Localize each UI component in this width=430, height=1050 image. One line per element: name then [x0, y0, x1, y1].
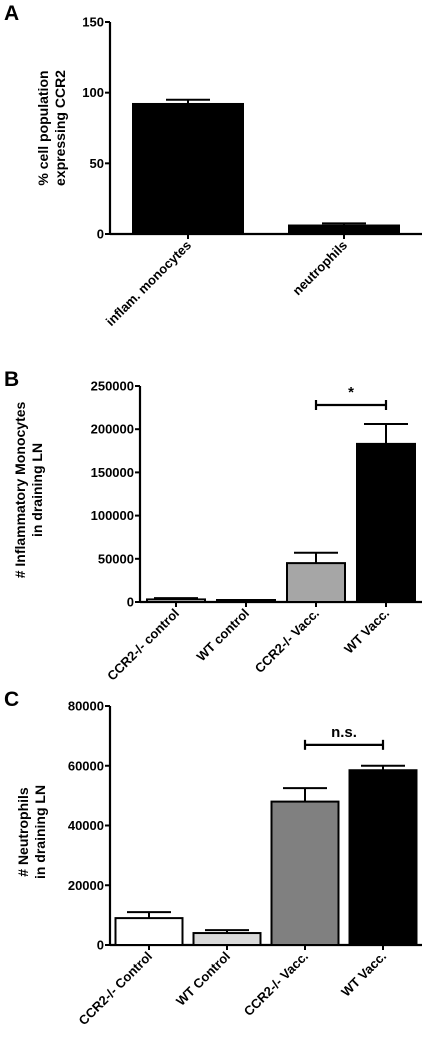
panel-a-y-tick-label: 0	[97, 227, 104, 242]
panel-b-bar	[356, 442, 416, 603]
panel-b-y-axis-label-line-1: # Inflammatory Monocytes	[12, 401, 28, 578]
panel-b-category-label: CCR2-/- Vacc.	[252, 606, 322, 676]
panel-b-y-axis-label: # Inflammatory Monocytes in draining LN	[12, 401, 45, 578]
panel-b-y-tick-label: 150000	[91, 465, 134, 480]
panel-c-y-axis-label-line-2: in draining LN	[32, 785, 48, 879]
panel-a-letter: A	[4, 2, 19, 25]
panel-c-bar	[270, 800, 340, 946]
panel-b-y-axis-label-line-2: in draining LN	[29, 443, 45, 537]
panel-c-y-axis-label: # Neutrophils in draining LN	[15, 785, 48, 879]
panel-b-bar	[146, 598, 206, 604]
panel-b-marks: 0 50000 100000 150000 200000 250000 CCR2-/- co…	[91, 379, 422, 684]
panel-a-marks: 0 50 100 150 inflam. monocytes neutrophils	[82, 15, 422, 329]
panel-c-marks: 0 20000 40000 60000 80000 CCR2-/- Control WT C…	[68, 699, 422, 1029]
panel-c-category-label: WT Control	[173, 949, 233, 1009]
panel-c-bar	[192, 932, 262, 946]
panel-b-category-label: WT Vacc.	[341, 606, 392, 657]
panel-a-y-tick-label: 100	[82, 85, 104, 100]
panel-b: B # Inflammatory Monocytes in draining L…	[4, 368, 422, 684]
panel-c-y-tick-label: 80000	[68, 699, 104, 714]
panel-a-y-axis-label-line-2: expressing CCR2	[52, 70, 68, 186]
panel-a-y-axis-label: % cell population expressing CCR2	[35, 70, 68, 186]
panel-c-letter: C	[4, 688, 19, 711]
panel-b-y-tick-label: 250000	[91, 379, 134, 394]
panel-b-bar	[286, 562, 346, 603]
panel-c-y-tick-label: 20000	[68, 878, 104, 893]
panel-a: A % cell population expressing CCR2 0 50 1…	[4, 2, 422, 329]
panel-b-category-label: CCR2-/- control	[104, 606, 182, 684]
panel-c-y-tick-label: 0	[97, 938, 104, 953]
panel-c-category-label: WT Vacc.	[338, 949, 389, 1000]
panel-a-category-label: neutrophils	[289, 238, 350, 299]
panel-a-bar	[288, 224, 400, 236]
panel-b-significance-label: *	[348, 384, 354, 401]
panel-a-bar	[132, 102, 244, 236]
panel-a-y-tick-label: 150	[82, 15, 104, 30]
panel-c-bar	[114, 917, 184, 946]
panel-c-bar	[348, 769, 418, 947]
panel-a-category-label: inflam. monocytes	[103, 238, 194, 329]
panel-c-y-tick-label: 60000	[68, 758, 104, 773]
panel-a-y-tick-label: 50	[90, 156, 104, 171]
panel-b-y-tick-label: 200000	[91, 422, 134, 437]
panel-b-letter: B	[4, 368, 19, 391]
panel-c-y-tick-label: 40000	[68, 818, 104, 833]
panel-b-y-tick-label: 100000	[91, 508, 134, 523]
panel-b-y-tick-label: 50000	[98, 551, 134, 566]
panel-c-y-axis-label-line-1: # Neutrophils	[15, 787, 31, 877]
panel-c-significance-label: n.s.	[331, 724, 357, 741]
panel-b-y-tick-label: 0	[127, 595, 134, 610]
panel-b-category-label: WT control	[194, 606, 253, 665]
panel-c-category-label: CCR2-/- Control	[76, 949, 156, 1029]
panel-c: C # Neutrophils in draining LN 0 20000 400…	[4, 688, 422, 1028]
panel-c-category-label: CCR2-/- Vacc.	[241, 949, 311, 1019]
panel-a-y-axis-label-line-1: % cell population	[35, 70, 51, 185]
